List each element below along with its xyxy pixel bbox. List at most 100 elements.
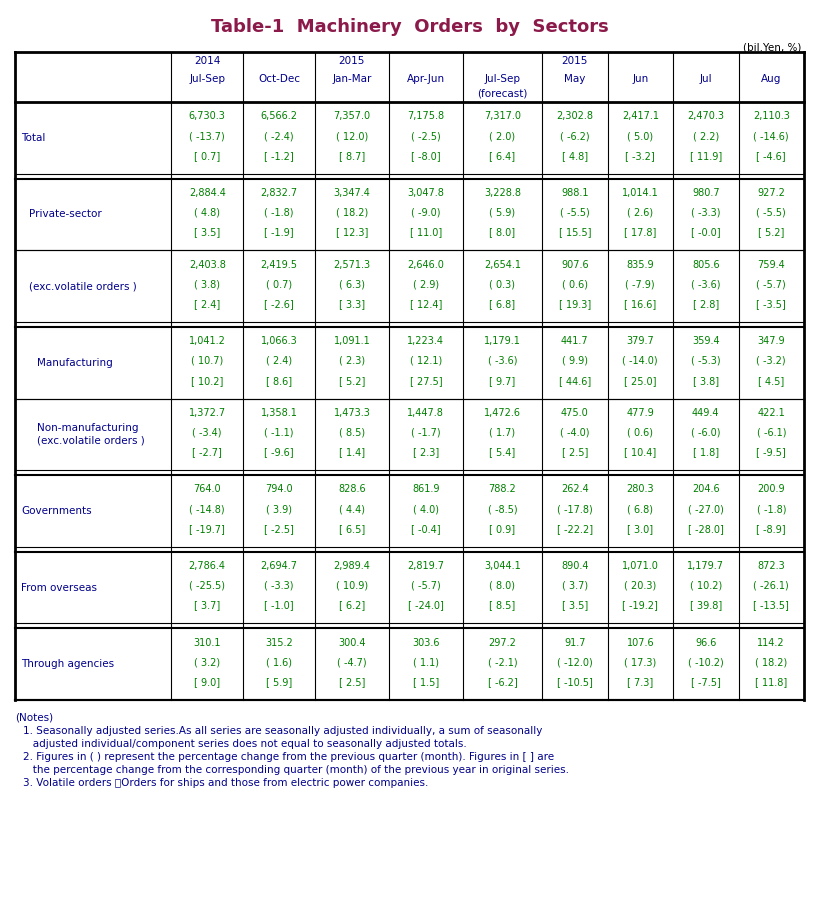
Text: [ 8.7]: [ 8.7] <box>339 151 365 161</box>
Text: 872.3: 872.3 <box>758 561 785 571</box>
Text: [ 12.3]: [ 12.3] <box>336 227 368 237</box>
Text: 6,730.3: 6,730.3 <box>189 111 226 121</box>
Text: [ 6.2]: [ 6.2] <box>339 601 365 611</box>
Text: ( -4.7): ( -4.7) <box>337 657 367 667</box>
Text: 2015: 2015 <box>562 56 588 66</box>
Text: 3,347.4: 3,347.4 <box>333 188 370 198</box>
Text: ( -5.5): ( -5.5) <box>757 208 786 218</box>
Text: 788.2: 788.2 <box>489 484 516 494</box>
Text: ( 12.0): ( 12.0) <box>336 131 368 141</box>
Text: 1. Seasonally adjusted series.As all series are seasonally adjusted individually: 1. Seasonally adjusted series.As all ser… <box>23 726 542 736</box>
Text: [ -10.5]: [ -10.5] <box>557 677 593 687</box>
Text: ( 0.3): ( 0.3) <box>490 279 515 289</box>
Text: 2,419.5: 2,419.5 <box>260 260 297 270</box>
Text: [ -2.6]: [ -2.6] <box>265 299 294 309</box>
Text: 3,228.8: 3,228.8 <box>484 188 521 198</box>
Text: 422.1: 422.1 <box>758 407 785 418</box>
Text: May: May <box>564 74 586 84</box>
Text: 1,358.1: 1,358.1 <box>260 407 297 418</box>
Text: 2,470.3: 2,470.3 <box>687 111 724 121</box>
Text: [ 9.7]: [ 9.7] <box>489 375 516 385</box>
Text: 96.6: 96.6 <box>695 638 717 648</box>
Text: 2,403.8: 2,403.8 <box>189 260 226 270</box>
Text: Governments: Governments <box>21 506 92 516</box>
Text: Jul-Sep: Jul-Sep <box>189 74 225 84</box>
Text: [ 8.5]: [ 8.5] <box>489 601 516 611</box>
Text: [ -1.0]: [ -1.0] <box>265 601 294 611</box>
Text: 91.7: 91.7 <box>564 638 586 648</box>
Text: ( 10.9): ( 10.9) <box>336 581 368 590</box>
Text: [ 2.5]: [ 2.5] <box>339 677 365 687</box>
Text: ( -5.7): ( -5.7) <box>757 279 786 289</box>
Text: ( -17.8): ( -17.8) <box>557 505 593 514</box>
Text: 347.9: 347.9 <box>758 336 785 346</box>
Text: [ 17.8]: [ 17.8] <box>624 227 657 237</box>
Text: [ -28.0]: [ -28.0] <box>688 524 724 534</box>
Text: 794.0: 794.0 <box>265 484 293 494</box>
Text: [ 3.8]: [ 3.8] <box>693 375 719 385</box>
Text: 1,179.7: 1,179.7 <box>687 561 724 571</box>
Text: Oct-Dec: Oct-Dec <box>258 74 300 84</box>
Text: [ 0.9]: [ 0.9] <box>490 524 515 534</box>
Text: 310.1: 310.1 <box>193 638 221 648</box>
Text: 477.9: 477.9 <box>627 407 654 418</box>
Text: [ -8.0]: [ -8.0] <box>411 151 441 161</box>
Text: ( -6.0): ( -6.0) <box>691 428 721 438</box>
Text: ( -3.6): ( -3.6) <box>691 279 721 289</box>
Text: (forecast): (forecast) <box>477 88 527 98</box>
Text: 1,014.1: 1,014.1 <box>622 188 658 198</box>
Text: ( 5.9): ( 5.9) <box>490 208 515 218</box>
Text: ( 18.2): ( 18.2) <box>336 208 368 218</box>
Text: [ 5.4]: [ 5.4] <box>489 447 516 457</box>
Text: [ -9.5]: [ -9.5] <box>757 447 786 457</box>
Text: 1,473.3: 1,473.3 <box>333 407 370 418</box>
Text: 927.2: 927.2 <box>758 188 785 198</box>
Text: [ -1.9]: [ -1.9] <box>265 227 294 237</box>
Text: [ 25.0]: [ 25.0] <box>624 375 657 385</box>
Text: [ 15.5]: [ 15.5] <box>559 227 591 237</box>
Text: 6,566.2: 6,566.2 <box>260 111 297 121</box>
Text: ( -1.1): ( -1.1) <box>265 428 294 438</box>
Text: ( -5.7): ( -5.7) <box>411 581 441 590</box>
Text: 7,317.0: 7,317.0 <box>484 111 521 121</box>
Text: ( -2.5): ( -2.5) <box>411 131 441 141</box>
Text: [ 8.0]: [ 8.0] <box>490 227 515 237</box>
Text: [ -0.4]: [ -0.4] <box>411 524 441 534</box>
Text: [ 16.6]: [ 16.6] <box>624 299 656 309</box>
Text: [ 1.4]: [ 1.4] <box>339 447 365 457</box>
Text: [ 2.8]: [ 2.8] <box>693 299 719 309</box>
Text: ( 2.4): ( 2.4) <box>266 356 292 366</box>
Text: 475.0: 475.0 <box>561 407 589 418</box>
Text: ( -7.9): ( -7.9) <box>626 279 655 289</box>
Text: 114.2: 114.2 <box>758 638 785 648</box>
Text: ( -14.6): ( -14.6) <box>753 131 789 141</box>
Text: 2. Figures in ( ) represent the percentage change from the previous quarter (mon: 2. Figures in ( ) represent the percenta… <box>23 752 554 762</box>
Text: 980.7: 980.7 <box>692 188 720 198</box>
Text: 1,066.3: 1,066.3 <box>260 336 297 346</box>
Text: ( -12.0): ( -12.0) <box>557 657 593 667</box>
Text: [ 27.5]: [ 27.5] <box>410 375 442 385</box>
Text: 764.0: 764.0 <box>193 484 221 494</box>
Text: ( -3.2): ( -3.2) <box>757 356 786 366</box>
Text: ( -6.2): ( -6.2) <box>560 131 590 141</box>
Text: [ 19.3]: [ 19.3] <box>559 299 591 309</box>
Text: Through agencies: Through agencies <box>21 659 114 669</box>
Text: 262.4: 262.4 <box>561 484 589 494</box>
Text: 3,044.1: 3,044.1 <box>484 561 521 571</box>
Text: 988.1: 988.1 <box>561 188 589 198</box>
Text: 204.6: 204.6 <box>692 484 720 494</box>
Text: adjusted individual/component series does not equal to seasonally adjusted total: adjusted individual/component series doe… <box>23 739 467 749</box>
Text: ( -14.8): ( -14.8) <box>189 505 225 514</box>
Text: ( 2.2): ( 2.2) <box>693 131 719 141</box>
Text: 828.6: 828.6 <box>338 484 366 494</box>
Text: the percentage change from the corresponding quarter (month) of the previous yea: the percentage change from the correspon… <box>23 765 569 775</box>
Text: [ -7.5]: [ -7.5] <box>691 677 721 687</box>
Text: [ -13.5]: [ -13.5] <box>753 601 790 611</box>
Text: ( -3.3): ( -3.3) <box>265 581 294 590</box>
Text: [ -2.7]: [ -2.7] <box>192 447 222 457</box>
Text: ( 3.2): ( 3.2) <box>194 657 220 667</box>
Text: ( -6.1): ( -6.1) <box>757 428 786 438</box>
Text: [ -22.2]: [ -22.2] <box>557 524 593 534</box>
Text: ( -1.8): ( -1.8) <box>757 505 786 514</box>
Text: Jul: Jul <box>699 74 712 84</box>
